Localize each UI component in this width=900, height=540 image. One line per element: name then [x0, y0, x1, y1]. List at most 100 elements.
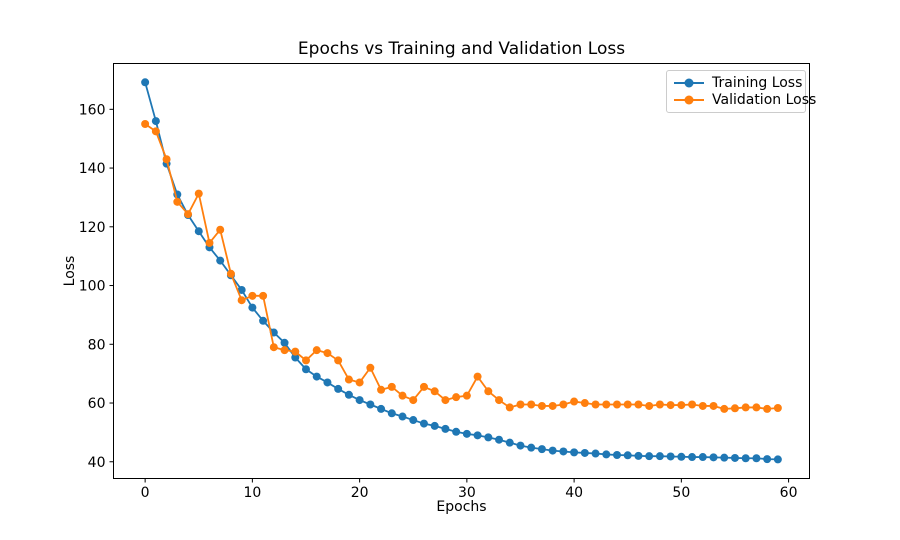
validation-loss-point	[323, 349, 332, 358]
training-loss-point	[355, 396, 364, 405]
training-loss-point	[301, 365, 310, 374]
training-loss-point	[666, 452, 675, 461]
validation-loss-point	[441, 396, 450, 405]
training-loss-point	[763, 455, 772, 464]
x-tick-label: 20	[351, 485, 369, 501]
legend-label-validation-loss: Validation Loss	[712, 92, 817, 109]
training-loss-point	[709, 453, 718, 462]
validation-loss-point	[602, 400, 611, 409]
training-loss-point	[387, 409, 396, 418]
training-loss-point	[698, 453, 707, 462]
training-loss-point	[377, 404, 386, 413]
training-loss-point	[559, 447, 568, 456]
training-loss-point	[216, 256, 225, 265]
training-loss-point	[602, 450, 611, 459]
training-loss-point	[516, 441, 525, 450]
training-loss-point	[580, 448, 589, 457]
validation-loss-point	[570, 397, 579, 406]
training-loss-point	[505, 438, 514, 447]
validation-loss-point	[516, 400, 525, 409]
validation-loss-point	[248, 291, 257, 300]
validation-loss-point	[237, 296, 246, 305]
validation-loss-point	[548, 401, 557, 410]
validation-loss-point	[301, 356, 310, 365]
validation-loss-point	[184, 210, 193, 219]
training-loss-point	[334, 384, 343, 393]
y-tick-label: 60	[88, 396, 106, 412]
legend-item-validation-loss: Validation Loss	[674, 92, 816, 108]
validation-loss-point	[505, 403, 514, 412]
y-axis-label: Loss	[62, 255, 78, 287]
training-loss-point	[613, 451, 622, 460]
x-tick-label: 0	[141, 485, 150, 501]
training-loss-point	[344, 390, 353, 399]
training-loss-point	[720, 453, 729, 462]
training-loss-point	[409, 416, 418, 425]
chart-title: Epochs vs Training and Validation Loss	[297, 39, 626, 59]
validation-loss-point	[409, 396, 418, 405]
y-tick-label: 140	[79, 161, 106, 177]
validation-loss-point	[495, 396, 504, 405]
legend-item-training-loss: Training Loss	[674, 75, 802, 91]
training-loss-point	[645, 452, 654, 461]
training-loss-point	[688, 453, 697, 462]
validation-loss-point	[452, 393, 461, 402]
validation-loss-point	[387, 382, 396, 391]
validation-loss-point	[580, 399, 589, 408]
training-loss-point	[141, 78, 150, 87]
validation-loss-line	[144, 123, 778, 410]
validation-loss-point	[773, 404, 782, 413]
validation-loss-point	[730, 404, 739, 413]
training-loss-point	[291, 353, 300, 362]
training-loss-point	[730, 453, 739, 462]
training-loss-line-marker-icon	[674, 78, 704, 88]
validation-loss-point	[666, 401, 675, 410]
x-axis-label: Epochs	[436, 499, 487, 515]
validation-loss-point	[473, 372, 482, 381]
validation-loss-point	[216, 225, 225, 234]
training-loss-point	[312, 372, 321, 381]
validation-loss-point	[355, 378, 364, 387]
validation-loss-point	[334, 356, 343, 365]
y-tick-label: 120	[79, 220, 106, 236]
training-loss-point	[634, 451, 643, 460]
validation-loss-point	[527, 400, 536, 409]
training-loss-point	[430, 421, 439, 430]
validation-loss-point	[194, 189, 203, 198]
validation-loss-point	[226, 269, 235, 278]
training-loss-point	[773, 455, 782, 464]
x-tick-label: 60	[780, 485, 798, 501]
x-tick-label: 50	[672, 485, 690, 501]
validation-loss-point	[688, 400, 697, 409]
training-loss-point	[419, 419, 428, 428]
validation-loss-point	[720, 404, 729, 413]
x-tick-label: 30	[458, 485, 476, 501]
training-loss-point	[398, 412, 407, 421]
training-loss-point	[441, 424, 450, 433]
validation-loss-point	[419, 382, 428, 391]
training-loss-point	[752, 454, 761, 463]
training-loss-point	[548, 446, 557, 455]
validation-loss-point	[613, 400, 622, 409]
validation-loss-point	[537, 401, 546, 410]
y-tick-label: 160	[79, 102, 106, 118]
validation-loss-point	[763, 404, 772, 413]
training-loss-point	[248, 303, 257, 312]
validation-loss-point	[591, 400, 600, 409]
validation-loss-point	[291, 347, 300, 356]
training-loss-point	[462, 429, 471, 438]
validation-loss-point	[151, 127, 160, 136]
training-loss-dot-icon	[684, 78, 694, 88]
training-loss-point	[237, 285, 246, 294]
validation-loss-point	[623, 400, 632, 409]
validation-loss-point	[645, 401, 654, 410]
validation-loss-point	[709, 401, 718, 410]
validation-loss-point	[655, 400, 664, 409]
validation-loss-point	[752, 403, 761, 412]
training-loss-point	[623, 451, 632, 460]
training-loss-point	[484, 433, 493, 442]
training-loss-point	[259, 316, 268, 325]
validation-loss-point	[312, 346, 321, 355]
axes-frame	[113, 63, 810, 479]
